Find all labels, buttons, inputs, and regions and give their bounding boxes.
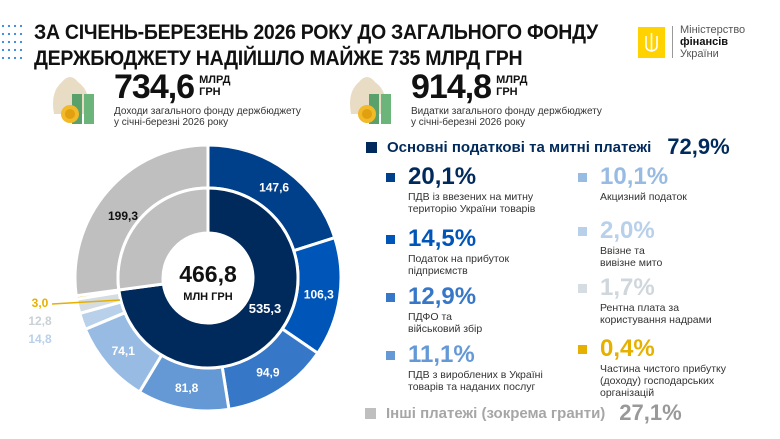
legend-item: 12,9% ПДФО та військовий збір — [386, 285, 482, 335]
data-label: 466,8 — [179, 261, 237, 287]
legend-item: 2,0% Ввізне та вивізне мито — [578, 219, 662, 269]
legend-swatch — [578, 172, 587, 182]
data-label: 199,3 — [108, 209, 138, 223]
decor-dots — [0, 22, 24, 62]
legend-item: 14,5% Податок на прибуток підприємств — [386, 227, 509, 277]
expenditure-stat: 914,8 МЛРД ГРН Видатки загального фонду де… — [345, 70, 602, 128]
legend-swatch — [386, 292, 395, 302]
data-label: 3,0 — [32, 296, 49, 310]
legend-swatch — [578, 344, 587, 354]
legend-swatch — [386, 350, 395, 360]
money-bag-icon — [48, 70, 106, 124]
legend-item: 10,1% Акцизний податок — [578, 165, 687, 203]
data-label: МЛН ГРН — [183, 291, 232, 303]
donut-chart: 147,6 106,3 94,9 81,8 74,1 14,8 12,8 3,0 199,3 53… — [28, 143, 343, 413]
legend-item: 20,1% ПДВ із ввезених на митну територію У… — [386, 165, 535, 215]
data-label: 147,6 — [259, 181, 289, 195]
trident-icon — [638, 26, 665, 58]
legend-item: 1,7% Рентна плата за користування надрами — [578, 276, 712, 326]
legend-swatch — [578, 283, 587, 293]
inner-segment — [117, 186, 300, 370]
data-label: 535,3 — [249, 301, 282, 316]
leader-line — [51, 299, 121, 305]
revenue-stat: 734,6 МЛРД ГРН Доходи загального фонду дер… — [48, 70, 301, 128]
data-label: 74,1 — [112, 344, 136, 358]
data-label: 94,9 — [256, 366, 280, 380]
legend-item: 11,1% ПДВ з вироблених в Україні товарів т… — [386, 343, 543, 393]
data-label: 106,3 — [304, 287, 334, 301]
legend-swatch — [386, 234, 395, 244]
money-bag-icon — [345, 70, 403, 124]
legend-main: Основні податкові та митні платежі 72,9% — [366, 134, 730, 160]
data-label: 81,8 — [175, 381, 199, 395]
legend-swatch — [578, 226, 587, 236]
legend-item: 0,4% Частина чистого прибутку (доходу) гос… — [578, 337, 726, 399]
ministry-logo: Міністерство фінансів України — [638, 24, 745, 60]
legend-swatch — [386, 172, 395, 182]
page-title: ЗА СІЧЕНЬ-БЕРЕЗЕНЬ 2026 РОКУ ДО ЗАГАЛЬНО… — [34, 21, 598, 70]
data-label: 12,8 — [28, 314, 52, 328]
data-label: 14,8 — [28, 332, 52, 346]
legend-other: Інші платежі (зокрема гранти) 27,1% — [365, 400, 682, 426]
